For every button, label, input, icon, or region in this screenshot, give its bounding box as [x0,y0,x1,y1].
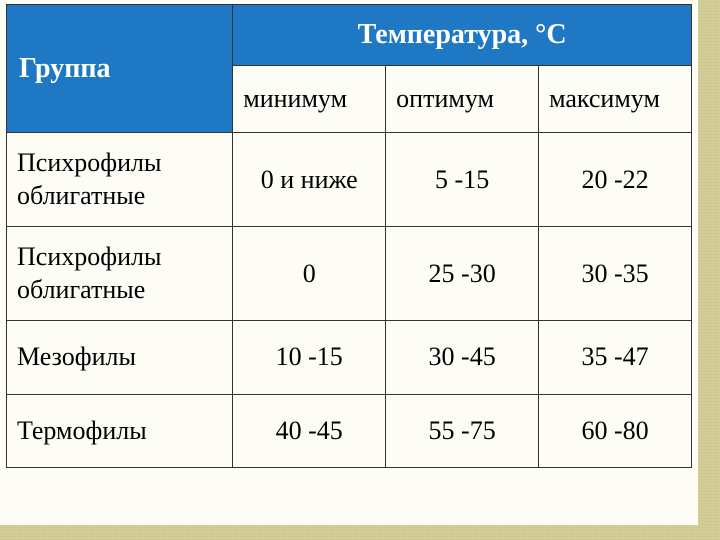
cell-min: 0 [233,227,386,321]
table-row: Психрофилы облигатные 0 и ниже 5 -15 20 … [7,133,692,227]
cell-max: 20 -22 [539,133,692,227]
col-header-group: Группа [7,5,233,133]
paper-sheet: Группа Температура, °С минимум оптимум м… [0,0,698,525]
col-header-temperature: Температура, °С [233,5,692,66]
col-sub-opt: оптимум [386,66,539,133]
row-label: Психрофилы облигатные [7,227,233,321]
table-row: Психрофилы облигатные 0 25 -30 30 -35 [7,227,692,321]
cell-opt: 30 -45 [386,321,539,395]
header-row-1: Группа Температура, °С [7,5,692,66]
col-sub-min: минимум [233,66,386,133]
cell-max: 35 -47 [539,321,692,395]
table-row: Термофилы 40 -45 55 -75 60 -80 [7,394,692,468]
cell-opt: 25 -30 [386,227,539,321]
cell-min: 0 и ниже [233,133,386,227]
row-label: Термофилы [7,394,233,468]
cell-max: 60 -80 [539,394,692,468]
row-label: Психрофилы облигатные [7,133,233,227]
temperature-table: Группа Температура, °С минимум оптимум м… [6,4,692,468]
cell-max: 30 -35 [539,227,692,321]
cell-opt: 55 -75 [386,394,539,468]
cell-opt: 5 -15 [386,133,539,227]
table-row: Мезофилы 10 -15 30 -45 35 -47 [7,321,692,395]
cell-min: 40 -45 [233,394,386,468]
cell-min: 10 -15 [233,321,386,395]
col-sub-max: максимум [539,66,692,133]
row-label: Мезофилы [7,321,233,395]
